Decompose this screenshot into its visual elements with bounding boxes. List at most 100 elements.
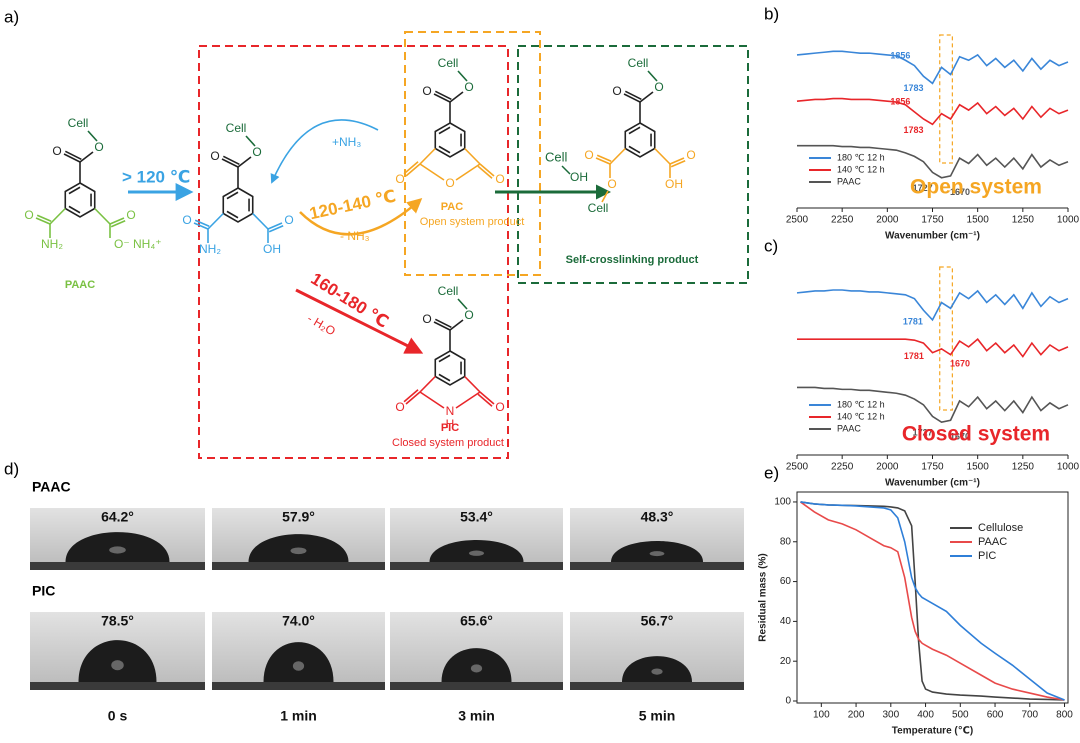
bond (35, 217, 51, 225)
bond (455, 163, 481, 181)
peak-label: 1781 (903, 316, 923, 326)
x-tick-label: 1500 (967, 462, 990, 473)
bond (596, 154, 612, 162)
bond (609, 147, 626, 165)
series-line (800, 501, 1065, 701)
bond (457, 298, 468, 310)
bond (237, 156, 252, 168)
x-axis-label: Wavenumber (cm⁻¹) (885, 478, 980, 489)
x-tick-label: 1750 (921, 215, 944, 226)
legend-label: 140 ℃ 12 h (837, 411, 885, 421)
contact-angle: 74.0° (282, 613, 315, 629)
bond (670, 160, 686, 168)
atom-label: O (654, 80, 663, 94)
droplet-highlight (292, 661, 305, 671)
legend-label: 180 ℃ 12 h (837, 399, 885, 409)
x-tick-label: 800 (1056, 710, 1073, 721)
atom-label: O (52, 144, 61, 158)
bond (245, 135, 256, 147)
x-tick-label: 2500 (786, 462, 809, 473)
bond (449, 319, 464, 331)
droplet-highlight (468, 550, 485, 556)
x-tick-label: 300 (882, 710, 899, 721)
reaction-arrow (299, 198, 423, 236)
atom-label: O (94, 140, 103, 154)
contact-angle: 57.9° (282, 509, 315, 525)
contact-angle: 48.3° (641, 509, 674, 525)
panel-label: b) (764, 4, 779, 23)
substrate (212, 682, 385, 690)
bond (438, 126, 451, 135)
substrate (570, 562, 744, 570)
condition: +NH₃ (332, 135, 361, 149)
bond (477, 165, 493, 179)
atom-label: O (607, 177, 616, 191)
atom-label: O (612, 84, 621, 98)
x-tick-label: 700 (1021, 710, 1038, 721)
atom-label: Cell (628, 56, 649, 70)
bond (109, 217, 125, 225)
series-line (796, 50, 1069, 85)
x-tick-label: 2250 (831, 215, 854, 226)
atom-label: H (446, 417, 455, 431)
bond (654, 147, 671, 165)
atom-label: O (395, 172, 404, 186)
bond (226, 191, 239, 200)
panel-label: a) (4, 7, 19, 26)
atom-label: O (422, 312, 431, 326)
x-tick-label: 1250 (1012, 215, 1035, 226)
legend-label: PAAC (837, 423, 861, 433)
bond (68, 186, 81, 195)
bond (623, 93, 641, 103)
series-line (797, 386, 1069, 424)
bond (94, 207, 111, 225)
atom-label: Cell (68, 116, 89, 130)
substrate (570, 682, 744, 690)
x-tick-label: 2250 (831, 462, 854, 473)
sample-label: PIC (32, 583, 55, 599)
x-axis-label: Temperature (℃) (892, 726, 973, 737)
bond (595, 157, 611, 165)
bond (434, 90, 452, 101)
atom-label: O (24, 208, 33, 222)
panel-title: Closed system (902, 423, 1050, 446)
peak-label: 1856 (890, 96, 910, 106)
series-line (800, 501, 1065, 701)
product-label: Open system product (420, 216, 525, 228)
atom-label: O⁻ NH₄⁺ (114, 237, 162, 251)
legend-label: Cellulose (978, 522, 1023, 534)
atom-label: O (584, 148, 593, 162)
substrate (30, 682, 205, 690)
bond (669, 157, 685, 165)
bond (434, 318, 452, 329)
atom-label: Cell (438, 56, 459, 70)
atom-label: O (210, 149, 219, 163)
bond (64, 150, 82, 161)
bond (433, 321, 451, 331)
atom-label: O (445, 176, 454, 190)
condition: > 120 ℃ (122, 167, 190, 186)
droplet-highlight (470, 664, 483, 673)
atom-label: Cell (226, 121, 247, 135)
peak-label: 1727 (913, 427, 933, 437)
bond (464, 147, 481, 165)
open-system-box (404, 31, 541, 276)
contact-angle: 53.4° (460, 509, 493, 525)
atom-label: OH (263, 242, 281, 256)
crosslink-box (517, 45, 749, 284)
y-tick-label: 0 (785, 696, 791, 707)
bond (63, 153, 81, 163)
reaction-arrow (295, 288, 424, 354)
bond (628, 145, 641, 154)
atom-label: O (464, 80, 473, 94)
bond (110, 220, 126, 228)
peak-label: 1670 (950, 359, 970, 369)
closed-system-box (198, 45, 509, 459)
bond (403, 389, 419, 403)
atom-label: O (126, 208, 135, 222)
y-axis-label: Residual mass (%) (758, 553, 769, 641)
atom-label: O (284, 213, 293, 227)
droplet-highlight (111, 660, 124, 671)
atom-label: O (422, 84, 431, 98)
